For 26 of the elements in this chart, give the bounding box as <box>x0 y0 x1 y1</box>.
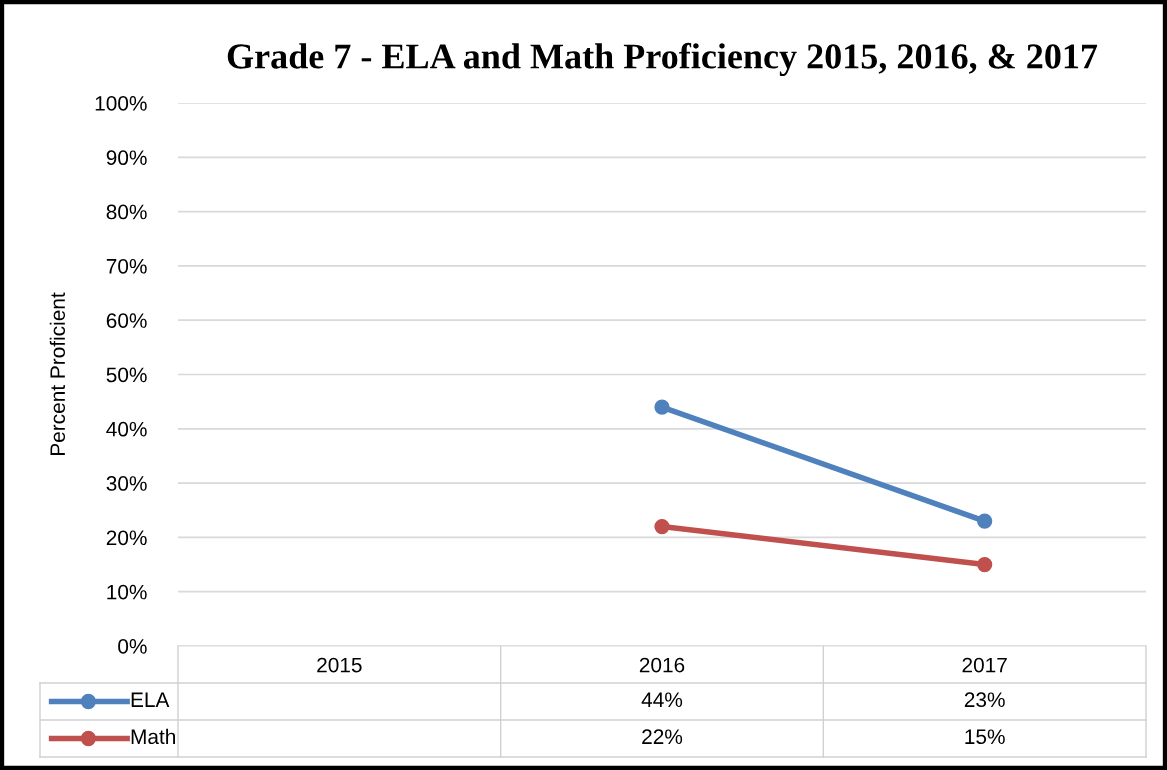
point <box>977 513 993 529</box>
data-label: 23% <box>964 692 1005 708</box>
legend-label: Math <box>131 728 175 745</box>
y-tick-label: 90% <box>106 150 147 166</box>
y-tick-label: 30% <box>106 476 147 491</box>
x-tick-label: 2015 <box>317 657 362 673</box>
point <box>654 399 670 415</box>
x-tick-label: 2016 <box>639 657 685 673</box>
y-tick-label: 80% <box>106 204 147 220</box>
data-label: 44% <box>641 692 683 708</box>
y-axis-title: Percent Proficient <box>49 292 66 455</box>
chart-title: Grade 7 - ELA and Math Proficiency 2015, 2016, & 2017 <box>227 42 1098 77</box>
y-tick-label: 50% <box>106 367 147 383</box>
y-tick-label: 60% <box>106 313 147 328</box>
legend-label: ELA <box>131 692 170 707</box>
data-label: 15% <box>965 729 1005 745</box>
data-label: 22% <box>642 729 683 745</box>
y-tick-label: 20% <box>106 530 147 546</box>
x-tick-label: 2017 <box>962 657 1007 673</box>
y-tick-label: 40% <box>106 421 147 437</box>
point <box>977 556 993 573</box>
y-tick-label: 100% <box>95 96 147 111</box>
y-tick-label: 0% <box>118 639 147 654</box>
point <box>654 518 670 535</box>
y-tick-label: 70% <box>106 258 147 274</box>
y-tick-label: 10% <box>107 584 147 600</box>
